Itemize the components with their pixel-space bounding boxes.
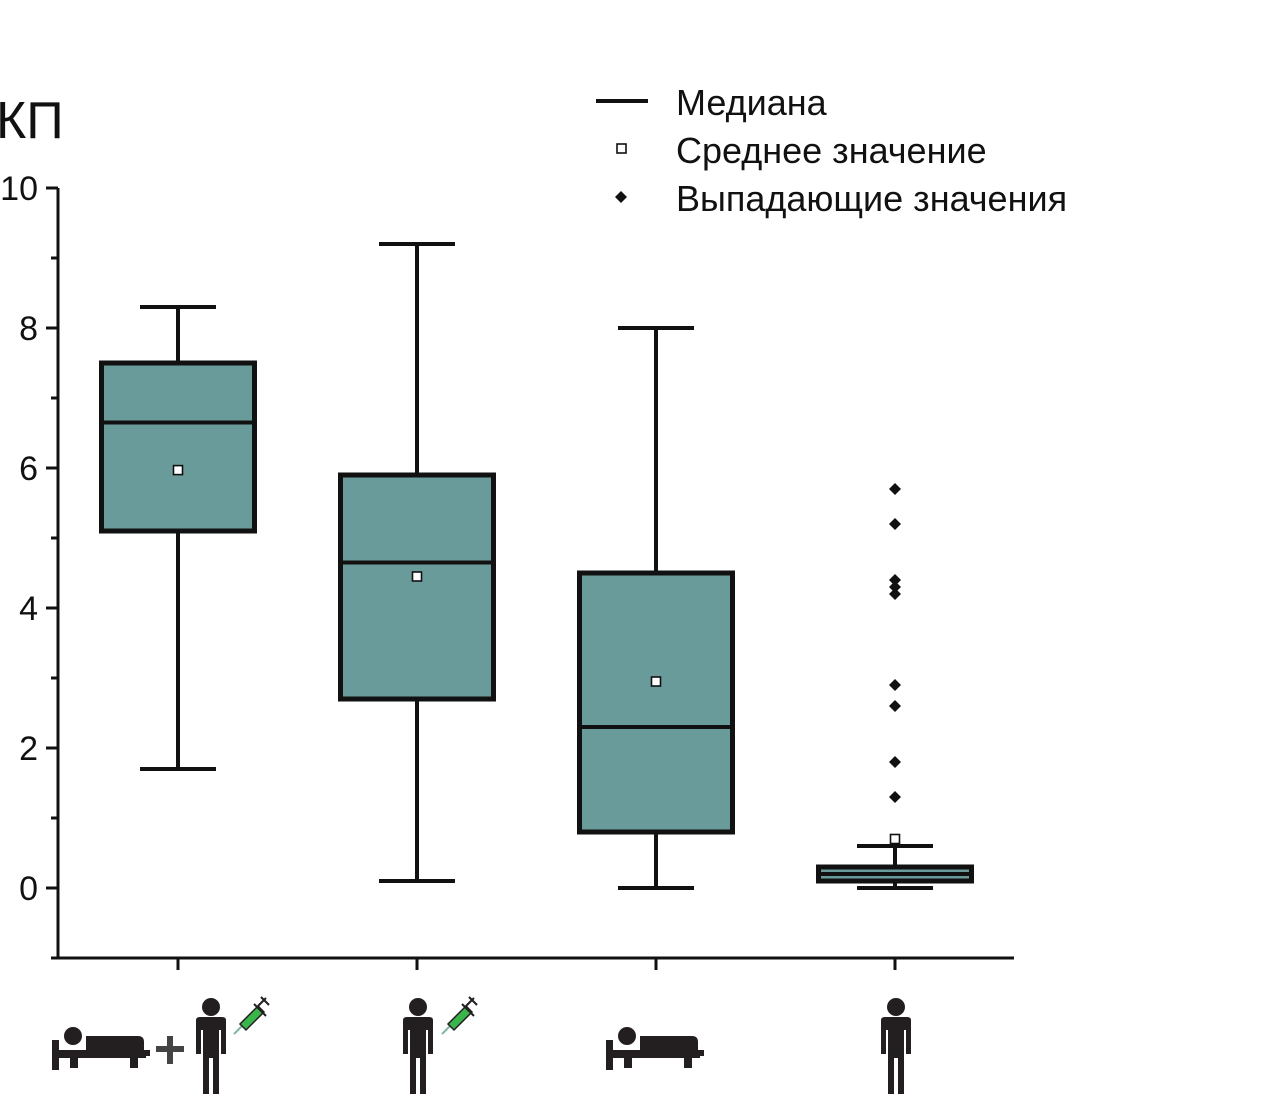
outlier-marker xyxy=(889,574,901,586)
legend: Медиана Среднее значение Выпадающие значен… xyxy=(596,82,1067,219)
outlier-marker xyxy=(889,791,901,803)
legend-label: Медиана xyxy=(676,82,828,123)
axes: 0 2 4 6 8 10 xyxy=(0,170,1014,970)
plus-icon xyxy=(156,1036,184,1064)
iqr-box xyxy=(99,360,257,534)
person-icon xyxy=(881,998,911,1094)
bed-icon xyxy=(52,1027,150,1070)
legend-label: Выпадающие значения xyxy=(676,178,1067,219)
legend-outlier-symbol xyxy=(615,191,627,203)
person-icon xyxy=(403,998,433,1094)
mean-marker xyxy=(650,676,662,687)
mean-marker xyxy=(172,464,184,476)
y-tick-label: 4 xyxy=(19,590,38,628)
outlier-marker xyxy=(889,518,901,530)
iqr-box xyxy=(338,472,496,702)
outlier-marker xyxy=(889,581,901,593)
person-icon xyxy=(196,998,226,1094)
category-icons-layer xyxy=(52,996,911,1094)
outlier-marker xyxy=(889,588,901,600)
syringe-icon xyxy=(233,996,270,1035)
y-tick-label: 2 xyxy=(19,730,38,768)
outlier-marker xyxy=(889,483,901,495)
box-group xyxy=(577,326,735,890)
boxes-layer xyxy=(99,242,974,890)
iqr-box xyxy=(577,570,735,835)
bed-icon xyxy=(606,1027,704,1070)
box-group xyxy=(816,483,974,890)
outlier-marker xyxy=(889,756,901,768)
legend-mean-symbol xyxy=(616,143,627,154)
mean-marker xyxy=(889,833,901,845)
outlier-marker xyxy=(889,679,901,691)
y-tick-label: 10 xyxy=(0,170,38,208)
legend-label: Среднее значение xyxy=(676,130,987,171)
y-tick-label: 8 xyxy=(19,310,38,348)
y-tick-label: 6 xyxy=(19,450,38,488)
y-tick-label: 0 xyxy=(19,870,38,908)
syringe-icon xyxy=(441,996,478,1035)
mean-marker xyxy=(411,571,423,582)
box-group xyxy=(338,242,496,883)
box-group xyxy=(99,305,257,771)
y-axis-label: КП xyxy=(0,92,64,150)
outlier-marker xyxy=(889,700,901,712)
